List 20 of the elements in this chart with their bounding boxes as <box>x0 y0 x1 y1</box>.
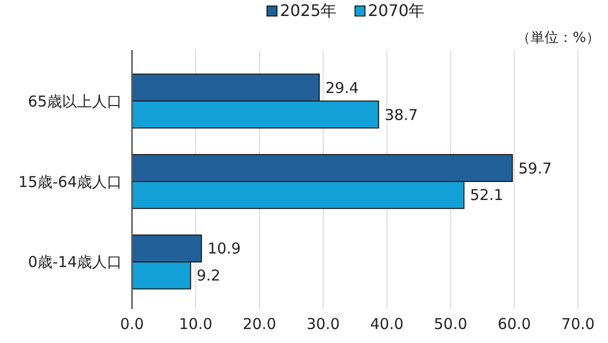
x-tick-label: 70.0 <box>561 315 595 333</box>
x-tick-label: 50.0 <box>434 315 468 333</box>
x-tick-label: 40.0 <box>370 315 404 333</box>
legend-label: 2070年 <box>368 1 425 20</box>
x-tick-label: 20.0 <box>242 315 276 333</box>
x-tick-label: 60.0 <box>498 315 531 333</box>
legend-label: 2025年 <box>280 1 337 20</box>
x-tick-label: 10.0 <box>179 315 212 333</box>
data-label: 9.2 <box>196 266 220 285</box>
data-label: 38.7 <box>384 106 418 124</box>
data-label: 59.7 <box>518 159 552 178</box>
x-tick-label: 30.0 <box>306 315 340 333</box>
y-tick-label: 0歳-14歳人口 <box>28 253 122 272</box>
y-tick-label: 65歳以上人口 <box>28 92 122 110</box>
x-tick-label: 0.0 <box>120 315 144 333</box>
data-label: 52.1 <box>470 186 504 204</box>
y-tick-label: 15歳-64歳人口 <box>18 172 122 191</box>
data-label: 29.4 <box>325 78 359 97</box>
data-label: 10.9 <box>207 240 241 258</box>
text: （単位：%） <box>516 30 600 46</box>
